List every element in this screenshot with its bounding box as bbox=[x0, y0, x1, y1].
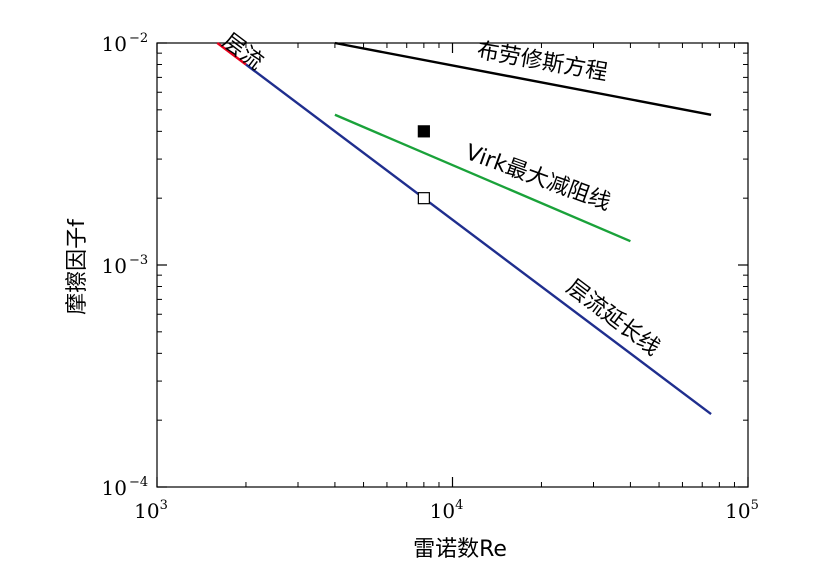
y-tick-exponent: −2 bbox=[129, 31, 148, 46]
x-tick-label: 105 bbox=[725, 498, 759, 523]
series-line-1 bbox=[245, 63, 712, 416]
series-line-3 bbox=[334, 41, 712, 116]
x-tick-exponent: 3 bbox=[160, 498, 168, 513]
x-axis-label: 雷诺数Re bbox=[413, 537, 507, 562]
annotation-label-0: 层流 bbox=[217, 29, 267, 75]
x-tick-base: 10 bbox=[430, 499, 455, 523]
series-line-2 bbox=[334, 113, 631, 243]
annotation-label-3: 层流延长线 bbox=[561, 275, 664, 361]
y-tick-label: 10 bbox=[102, 32, 127, 56]
x-tick-label: 104 bbox=[430, 498, 464, 523]
y-tick-base: 10 bbox=[102, 254, 127, 278]
x-tick-base: 10 bbox=[725, 499, 750, 523]
y-tick-base: 10 bbox=[102, 476, 127, 500]
y-tick-exponent: −3 bbox=[129, 253, 148, 268]
y-ticks: 10−410−310−2 bbox=[102, 31, 748, 500]
points-layer bbox=[417, 125, 430, 205]
y-tick-base: 10 bbox=[102, 32, 127, 56]
filled-square-marker bbox=[417, 125, 430, 138]
series-layer bbox=[216, 41, 712, 416]
x-tick-exponent: 4 bbox=[455, 498, 463, 513]
y-tick-label: 10 bbox=[102, 254, 127, 278]
y-tick-label: 10 bbox=[102, 476, 127, 500]
annotation-label-1: 布劳修斯方程 bbox=[475, 38, 609, 86]
x-tick-exponent: 5 bbox=[751, 498, 759, 513]
x-tick-label: 103 bbox=[134, 498, 168, 523]
y-axis-label: 摩擦因子f bbox=[65, 218, 90, 315]
plot-frame bbox=[156, 42, 749, 488]
series-line-0 bbox=[216, 42, 247, 66]
open-square-marker bbox=[417, 192, 430, 205]
x-ticks: 103 104 105 bbox=[134, 43, 759, 523]
x-tick-base: 10 bbox=[134, 499, 159, 523]
y-tick-exponent: −4 bbox=[129, 475, 148, 490]
